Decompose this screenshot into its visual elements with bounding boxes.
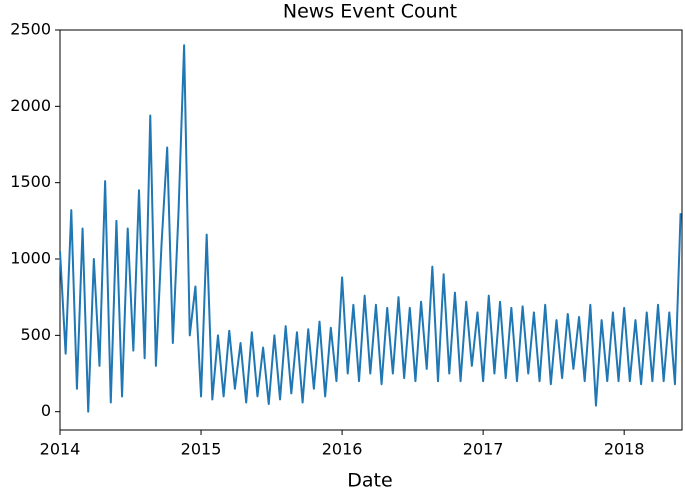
chart-title: News Event Count (283, 1, 457, 23)
y-tick-label: 500 (20, 325, 51, 344)
plot-frame (59, 29, 683, 431)
y-tick-label: 2500 (10, 20, 51, 39)
x-tick-label: 2018 (604, 440, 645, 459)
x-tick-label: 2016 (322, 440, 363, 459)
x-tick-label: 2015 (181, 440, 222, 459)
x-tick-label: 2014 (40, 440, 81, 459)
y-tick-label: 0 (41, 401, 51, 420)
y-tick-label: 1000 (10, 249, 51, 268)
x-tick-label: 2017 (463, 440, 504, 459)
data-line (59, 44, 682, 413)
y-tick-label: 1500 (10, 172, 51, 191)
y-tick-label: 2000 (10, 96, 51, 115)
x-axis-label: Date (347, 470, 392, 492)
